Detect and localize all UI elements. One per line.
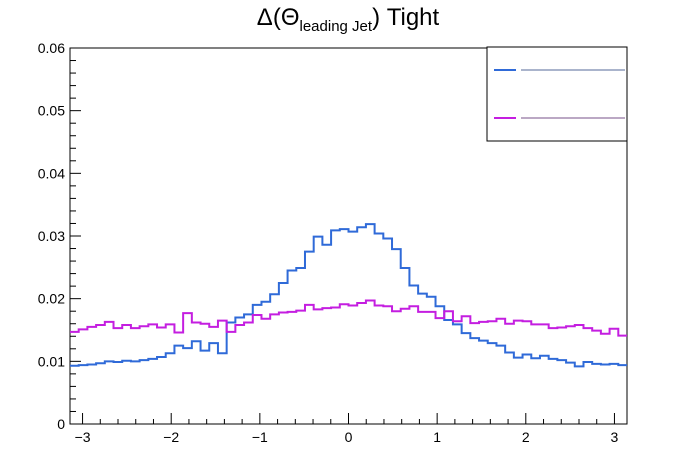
- title-main: Δ(Θ: [256, 4, 300, 31]
- legend-text-1-unreadable: [521, 69, 625, 71]
- chart-title: Δ(Θleading Jet) Tight: [0, 4, 696, 35]
- legend: [486, 46, 628, 142]
- x-tick-label: 1: [433, 429, 441, 445]
- x-tick-label: 0: [345, 429, 353, 445]
- title-end: ) Tight: [372, 4, 440, 31]
- series-2-step-line: [70, 299, 627, 337]
- x-tick-label: 3: [611, 429, 619, 445]
- y-tick-label: 0: [57, 416, 65, 432]
- title-subscript: leading Jet: [299, 17, 373, 35]
- x-tick-label: −1: [252, 429, 268, 445]
- y-tick-label: 0.03: [38, 228, 65, 244]
- legend-box: [486, 46, 628, 142]
- y-tick-label: 0.05: [38, 103, 65, 119]
- y-tick-label: 0.06: [38, 40, 65, 56]
- y-tick-label: 0.01: [38, 353, 65, 369]
- legend-text-2-unreadable: [521, 117, 625, 119]
- y-tick-label: 0.02: [38, 291, 65, 307]
- x-tick-label: 2: [522, 429, 530, 445]
- series-layer: [70, 223, 627, 368]
- x-tick-label: −2: [163, 429, 179, 445]
- x-axis: −3 −2 −1 0 1 2 3: [75, 413, 619, 445]
- y-tick-label: 0.04: [38, 165, 65, 181]
- x-tick-label: −3: [75, 429, 91, 445]
- y-axis: 0 0.01 0.02 0.03 0.04 0.05 0.06: [38, 40, 81, 432]
- series-1-step-line: [70, 223, 627, 368]
